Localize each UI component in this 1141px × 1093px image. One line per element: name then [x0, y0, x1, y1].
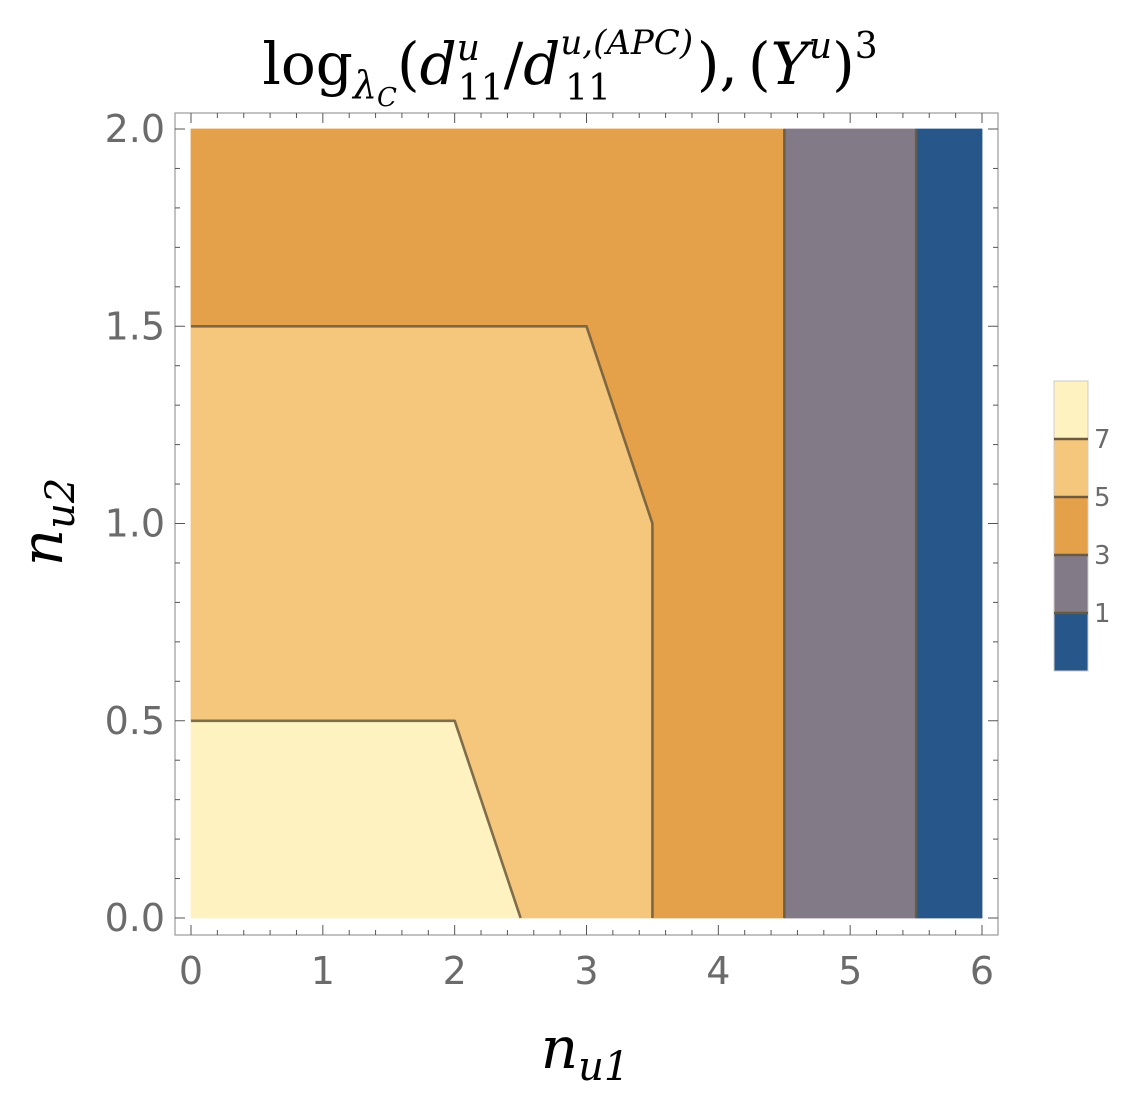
contour-region-4: [915, 128, 983, 919]
legend-label: 7: [1094, 425, 1111, 455]
title-log: log: [262, 30, 353, 98]
title-d1-sup: u: [457, 28, 480, 69]
x-axis-label: nu1: [541, 1014, 630, 1090]
contour-line-7: [191, 719, 522, 919]
y-axis-label: nu2: [8, 478, 84, 567]
legend: 7 5 3 1: [1053, 380, 1111, 672]
title-open: (: [397, 30, 420, 98]
contour-line-5: [191, 324, 654, 918]
y-tick-label: 0.5: [105, 699, 165, 743]
title-d2: d: [523, 30, 560, 98]
legend-label: 1: [1094, 599, 1111, 629]
title-log-sub: λ: [351, 63, 377, 107]
x-axis-label-sub: u1: [578, 1044, 629, 1090]
x-tick-label: 5: [838, 949, 862, 993]
legend-border: [1053, 380, 1089, 672]
title-y-close: ): [832, 30, 855, 98]
x-tick-label: 4: [706, 949, 730, 993]
legend-label: 3: [1094, 541, 1111, 571]
legend-label: 5: [1094, 483, 1111, 513]
x-tick-label: 0: [179, 949, 203, 993]
legend-swatch-4: [1054, 613, 1088, 672]
x-axis-label-base: n: [541, 1014, 578, 1082]
legend-swatch-0: [1054, 381, 1088, 440]
legend-swatch-3: [1054, 555, 1088, 614]
title-d1-sub: 11: [458, 68, 504, 109]
contour-region-3: [783, 128, 917, 919]
plot-area: 0 1 2 3 4 5 6 0.0 0.5 1.0 1.5 2.0: [105, 107, 999, 993]
legend-swatch-1: [1054, 439, 1088, 498]
title-d1: d: [420, 30, 457, 98]
title-y-open: (: [748, 30, 771, 98]
x-tick-label: 2: [443, 949, 467, 993]
title-d2-sup: u,(APC): [560, 23, 693, 63]
x-tick-label: 3: [574, 949, 598, 993]
title-log-subsub: C: [377, 83, 397, 113]
x-tick-label: 6: [970, 949, 994, 993]
y-tick-label: 2.0: [105, 107, 165, 151]
y-tick-label: 0.0: [105, 896, 165, 940]
title-y-exp: 3: [855, 26, 878, 67]
title-close: ),: [697, 30, 738, 98]
title-y: Y: [771, 30, 814, 98]
y-tick-label: 1.0: [105, 502, 165, 546]
title-d2-sub: 11: [565, 68, 611, 109]
title-y-sup: u: [809, 26, 832, 67]
legend-swatch-2: [1054, 497, 1088, 556]
y-axis-label-base: n: [8, 529, 76, 566]
y-tick-label: 1.5: [105, 304, 165, 348]
title-slash: /: [504, 30, 524, 98]
chart-title: logλC(du 11/du,(APC) 11), (Yu)3: [262, 23, 877, 113]
y-axis-label-sub: u2: [38, 478, 84, 529]
x-tick-label: 1: [311, 949, 335, 993]
